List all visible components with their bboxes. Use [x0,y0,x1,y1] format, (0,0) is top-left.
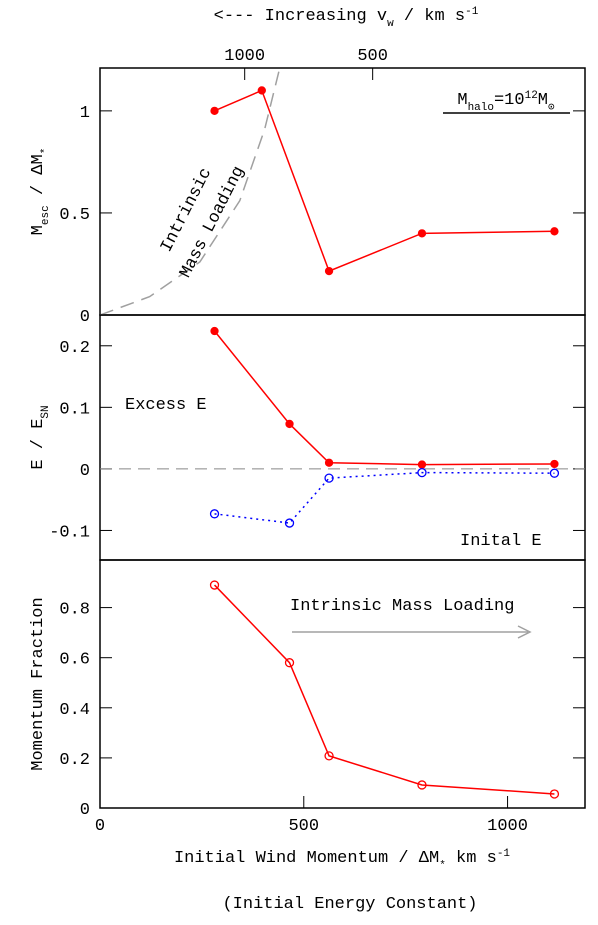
y-axis-label: Momentum Fraction [29,597,48,770]
data-point [209,509,220,519]
data-point [210,106,219,116]
text-part: ⊙ [548,102,555,114]
y-tick-label: 0.5 [59,206,90,225]
top-axis-title: <--- Increasing vw / km s-1 [214,6,479,30]
y-tick-label: 0 [80,801,90,820]
y-tick-label: 0.4 [59,701,90,720]
y-tick-label: 0.2 [59,339,90,358]
data-point [550,227,559,236]
text-part: M [538,91,548,110]
y-tick-label: -0.1 [49,523,90,542]
data-point [257,86,266,95]
x-axis-label: Initial Wind Momentum / ΔM* km s-1 [174,848,510,872]
y-tick-label: 0 [80,308,90,327]
plot-frame [99,314,586,561]
y-tick-label: 0 [80,462,90,481]
text-part: M [29,225,48,235]
text-part: M [457,91,467,110]
text-part: =10 [494,91,525,110]
text-part: -1 [465,6,479,18]
series-line [100,68,281,315]
text-part: w [387,18,394,30]
x-tick-label: 1000 [487,817,528,836]
series-line [214,471,555,524]
text-part: 12 [525,90,538,102]
y-axis-label: E / ESN [29,405,52,469]
series-line [213,330,555,466]
y-tick-label: 0.6 [59,651,90,670]
text-part: halo [468,102,494,114]
data-point [549,789,560,799]
text-part: SN [40,405,52,418]
series-label: Excess E [125,396,207,415]
data-point [417,229,427,238]
series-label: Inital E [460,532,542,551]
text-part: * [439,860,446,872]
data-point [550,459,559,469]
text-part: Initial Wind Momentum / ΔM [174,849,439,868]
data-point [324,458,334,467]
data-point [324,473,334,483]
x2-tick-label: 500 [357,47,388,66]
annotation-arrowhead [517,625,532,639]
data-point [417,467,427,478]
text-part: * [40,148,52,155]
y-tick-label: 0.1 [59,400,90,419]
y-axis-label: Mesc / ΔM* [29,148,52,236]
data-point [284,658,295,668]
text-part: E / E [29,419,48,470]
text-part: esc [40,205,52,225]
x-tick-label: 500 [288,817,319,836]
plot-frame [99,559,586,809]
text-part: -1 [497,848,511,860]
y-tick-label: 0.8 [59,601,90,620]
data-point [324,266,334,276]
data-point [417,460,427,469]
y-tick-label: 1 [80,104,90,123]
x2-tick-label: 1000 [224,47,265,66]
data-point [417,780,427,790]
annotation: Intrinsic Mass Loading [290,597,514,616]
data-point [210,326,219,336]
halo-label: Mhalo=1012M⊙ [457,90,554,114]
data-point [284,518,295,528]
series-line [214,89,555,273]
text-part: / ΔM [29,154,48,205]
text-part: / km s [394,7,465,26]
text-part: km s [446,849,497,868]
data-point [209,580,220,590]
data-point [324,751,334,761]
y-tick-label: 0.2 [59,751,90,770]
series-line [213,584,555,795]
data-point [549,468,560,478]
text-part: <--- Increasing v [214,7,387,26]
text-part: Momentum Fraction [29,597,48,770]
footnote: (Initial Energy Constant) [222,895,477,914]
data-point [285,419,294,429]
x-tick-label: 0 [95,817,105,836]
